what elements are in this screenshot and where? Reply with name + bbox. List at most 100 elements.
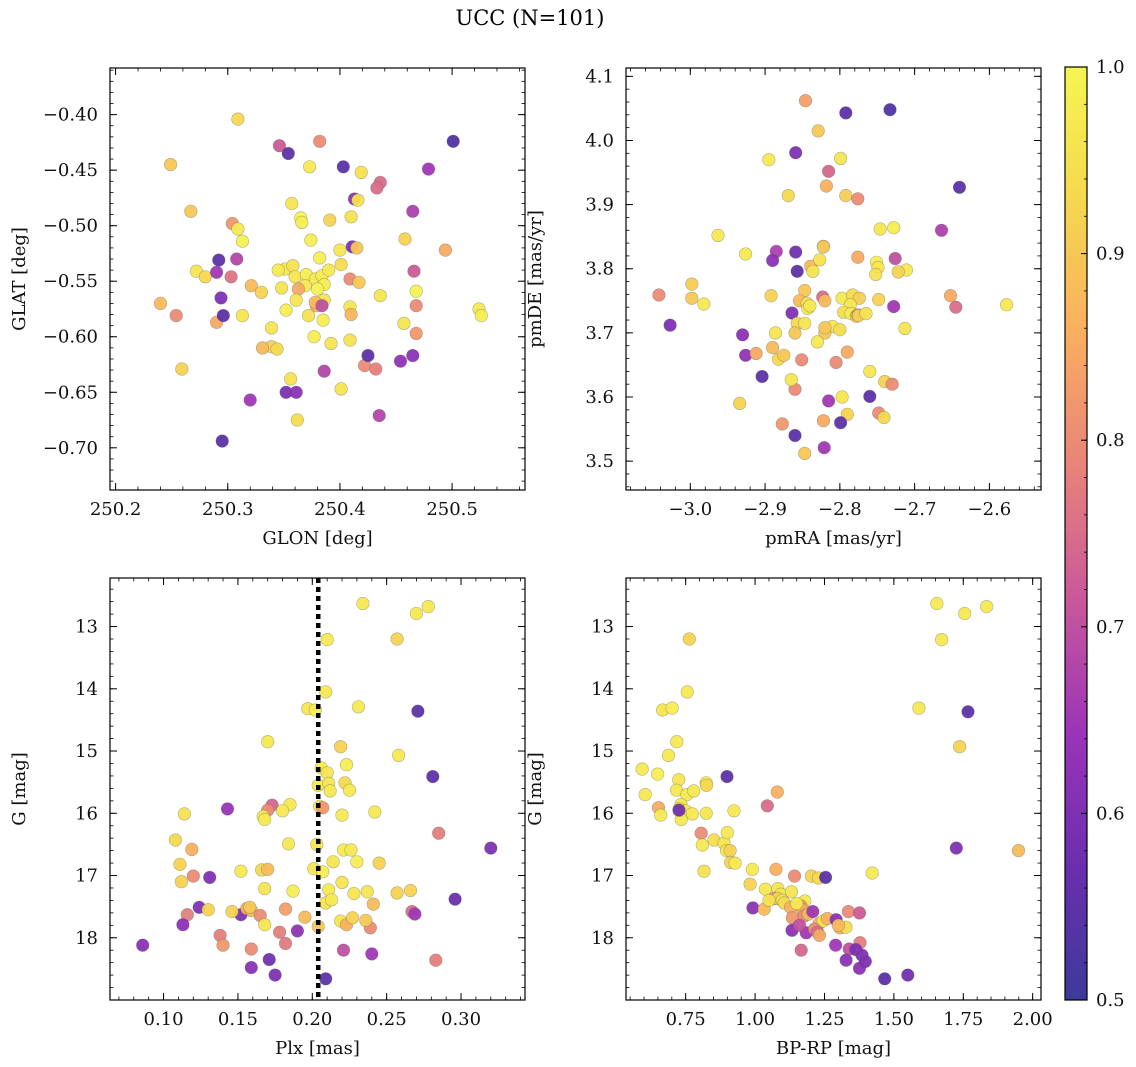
scatter-point (216, 938, 230, 952)
x-tick-label: 0.30 (441, 1009, 481, 1030)
scatter-point (798, 316, 812, 330)
x-tick-label: 0.25 (367, 1009, 407, 1030)
scatter-point (816, 240, 831, 254)
scatter-point (351, 700, 366, 714)
scatter-point (743, 877, 757, 891)
scatter-point (858, 954, 872, 969)
scatter-point (803, 299, 817, 313)
x-tick-label: −2.8 (818, 499, 862, 520)
scatter-point (335, 808, 349, 822)
scatter-point (958, 606, 972, 621)
scatter-point (818, 870, 833, 885)
scatter-point (334, 382, 348, 396)
x-axis-label: GLON [deg] (262, 528, 372, 549)
y-tick-label: 18 (75, 928, 98, 949)
scatter-point (344, 307, 358, 322)
y-tick-label: 15 (75, 741, 98, 762)
scatter-point (339, 758, 354, 772)
scatter-point (785, 306, 799, 320)
scatter-point (682, 632, 696, 646)
scatter-point (765, 253, 780, 267)
scatter-point (670, 735, 684, 749)
scatter-point (851, 192, 865, 206)
y-tick-label: 15 (591, 741, 614, 762)
scatter-point (811, 124, 825, 138)
scatter-point (369, 362, 383, 376)
scatter-point (818, 321, 832, 335)
colorbar-tick-label: 0.9 (1096, 244, 1125, 265)
scatter-point (323, 784, 337, 798)
scatter-point (279, 303, 293, 317)
scatter-point (764, 289, 778, 303)
scatter-point (787, 869, 802, 883)
scatter-point (198, 270, 212, 284)
scatter-point (164, 158, 178, 172)
scatter-point (426, 769, 440, 784)
scatter-point (235, 309, 249, 323)
scatter-point (316, 313, 330, 327)
scatter-point (680, 685, 694, 699)
scatter-point (789, 245, 803, 259)
scatter-points (635, 596, 1026, 986)
scatter-points (153, 112, 488, 448)
scatter-point (961, 705, 975, 719)
y-axis-label: GLAT [deg] (9, 227, 30, 331)
scatter-point (798, 446, 812, 461)
scatter-point (344, 843, 358, 857)
scatter-point (315, 299, 329, 313)
scatter-point (687, 784, 701, 798)
scatter-point (288, 270, 302, 284)
scatter-point (406, 204, 420, 218)
scatter-point (398, 232, 412, 246)
scatter-point (336, 160, 350, 174)
scatter-point (762, 153, 776, 167)
scatter-point (230, 252, 244, 266)
scatter-point (484, 841, 498, 855)
scatter-point (790, 264, 804, 278)
scatter-point (930, 596, 944, 611)
scatter-point (175, 362, 189, 376)
scatter-point (173, 857, 187, 871)
y-tick-label: −0.50 (43, 216, 98, 237)
scatter-point (727, 804, 741, 818)
scatter-point (738, 247, 753, 261)
scatter-point (685, 807, 699, 821)
scatter-point (275, 804, 290, 818)
scatter-point (320, 632, 334, 647)
axes-frame (109, 577, 526, 1001)
scatter-point (788, 326, 802, 340)
scatter-point (261, 862, 275, 876)
scatter-point (372, 409, 386, 423)
scatter-point (806, 264, 820, 278)
scatter-point (370, 181, 384, 195)
scatter-point (368, 805, 382, 819)
scatter-point (372, 856, 386, 870)
scatter-point (177, 807, 191, 821)
colorbar-tick-label: 0.7 (1096, 617, 1125, 638)
x-tick-label: 1.00 (735, 1009, 775, 1030)
scatter-point (661, 748, 676, 763)
scatter-point (390, 886, 404, 900)
y-tick-label: 3.9 (585, 195, 614, 216)
scatter-point (765, 341, 780, 355)
scatter-point (1011, 843, 1026, 858)
scatter-point (638, 787, 652, 802)
scatter-point (270, 342, 284, 356)
x-tick-label: 0.20 (292, 1009, 332, 1030)
scatter-point (286, 884, 300, 898)
scatter-point (409, 326, 423, 341)
scatter-point (438, 243, 453, 257)
scatter-point (635, 762, 649, 776)
scatter-point (792, 918, 807, 932)
colorbar: 0.5 0.6 0.7 0.8 0.9 1.0 (1064, 57, 1125, 1011)
y-tick-label: −0.70 (43, 438, 98, 459)
colorbar-gradient (1064, 66, 1088, 1001)
scatter-point (334, 258, 348, 272)
scatter-point (790, 896, 804, 911)
scatter-point (342, 783, 357, 797)
scatter-point (429, 953, 443, 967)
scatter-point (365, 947, 379, 961)
y-tick-label: 3.5 (585, 451, 614, 472)
scatter-point (694, 826, 708, 840)
scatter-point (235, 234, 249, 248)
